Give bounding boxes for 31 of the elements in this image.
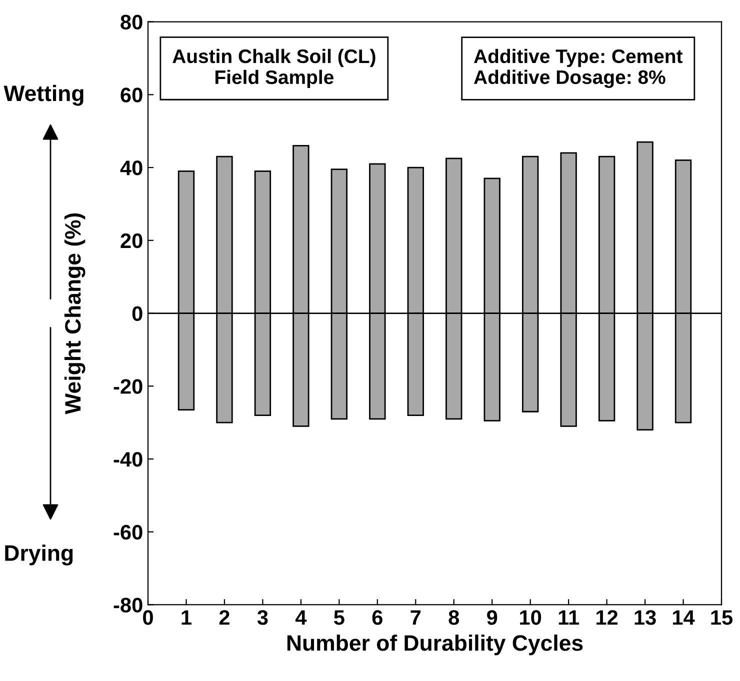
- x-tick-label: 10: [520, 610, 542, 625]
- y-tick-label: -20: [114, 379, 142, 394]
- x-tick-label: 8: [448, 610, 460, 625]
- y-tick-label: -60: [114, 524, 142, 540]
- y-tick-label: 80: [120, 14, 142, 30]
- x-tick-label: 11: [558, 610, 579, 625]
- x-tick-label: 14: [672, 610, 695, 625]
- x-tick-label: 7: [410, 610, 421, 625]
- x-tick-label: 4: [295, 610, 307, 625]
- annotation: Additive Type: Cement Additive Dosage: 8%: [474, 48, 683, 88]
- x-tick-label: 12: [596, 610, 618, 625]
- y-tick-label: 20: [120, 233, 142, 248]
- x-tick-label: 3: [257, 610, 268, 625]
- y-axis-title: Weight Change (%): [64, 213, 86, 414]
- y-tick-label: 0: [132, 306, 142, 322]
- x-tick-label: 6: [372, 610, 382, 625]
- x-tick-label: 15: [711, 610, 733, 625]
- x-axis-title: Number of Durability Cycles: [287, 634, 583, 656]
- x-tick-label: 13: [634, 610, 656, 625]
- y-tick-label: 60: [120, 88, 142, 102]
- annotation: Austin Chalk Soil (CL) Field Sample: [172, 48, 376, 88]
- y-tick-label: -80: [114, 598, 142, 612]
- text: Drying: [5, 544, 73, 566]
- x-tick-label: 5: [334, 610, 344, 625]
- text: Wetting: [4, 84, 84, 106]
- x-tick-label: 0: [143, 610, 153, 625]
- x-tick-label: 2: [219, 610, 230, 625]
- x-tick-label: 1: [182, 610, 192, 625]
- y-tick-label: 40: [120, 160, 142, 176]
- y-tick-label: -40: [114, 452, 142, 467]
- x-tick-label: 9: [487, 610, 498, 625]
